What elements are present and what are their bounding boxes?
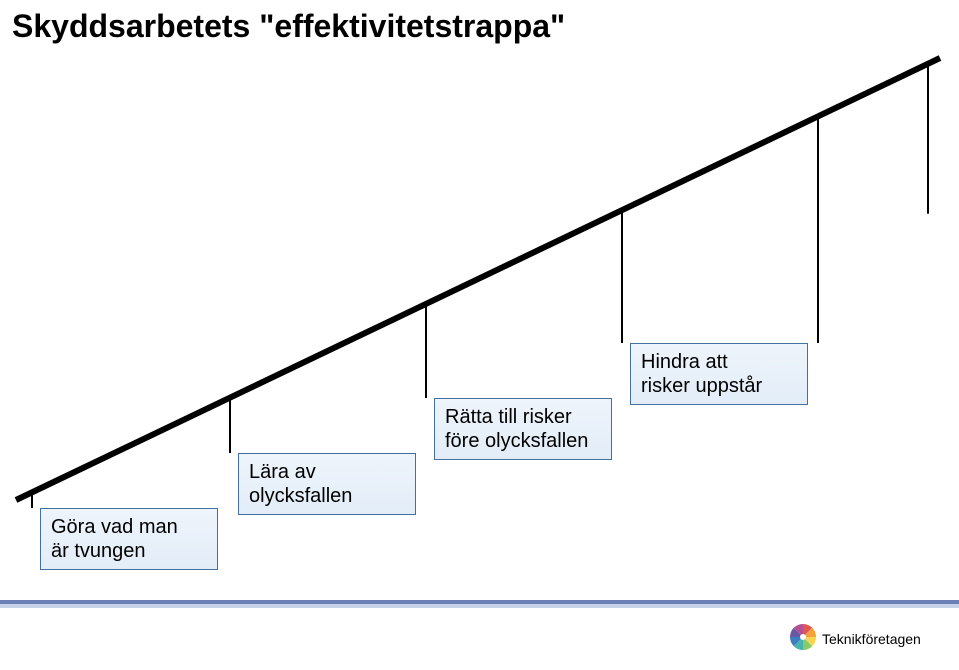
step-box: Rätta till riskerföre olycksfallen [434,398,612,460]
step-label-line: är tvungen [51,539,207,563]
step-label-line: olycksfallen [249,484,405,508]
logo-burst-icon [788,622,818,652]
step-box: Lära avolycksfallen [238,453,416,515]
step-label-line: Hindra att [641,350,797,374]
logo-label: Teknikföretagen [822,631,921,647]
step-box: Hindra attrisker uppstår [630,343,808,405]
step-label-line: Lära av [249,460,405,484]
step-label-line: Rätta till risker [445,405,601,429]
footer-bar-bottom [0,604,959,608]
step-label-line: Göra vad man [51,515,207,539]
step-box: Göra vad manär tvungen [40,508,218,570]
step-label-line: risker uppstår [641,374,797,398]
step-label-line: före olycksfallen [445,429,601,453]
